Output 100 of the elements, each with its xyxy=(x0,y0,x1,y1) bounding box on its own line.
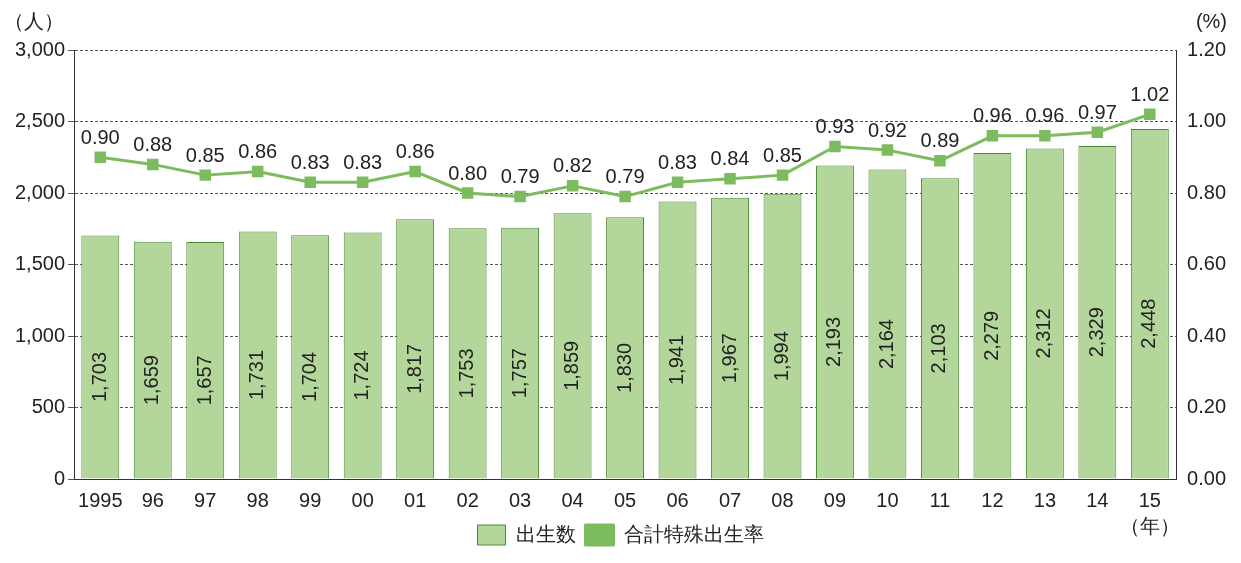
x-tick-label: 98 xyxy=(246,488,269,511)
point xyxy=(776,169,789,181)
x-axis-title: （年） xyxy=(1119,514,1180,537)
legend-label: 出生数 xyxy=(515,522,576,545)
point xyxy=(356,176,369,189)
x-tick-label: 11 xyxy=(929,488,951,511)
data-label: 0.83 xyxy=(343,150,383,173)
y2-tick-label: 0.60 xyxy=(1187,252,1227,275)
point xyxy=(724,172,736,185)
data-label: 2,193 xyxy=(822,316,845,367)
x-tick-label: 05 xyxy=(613,488,637,511)
y2-tick-label: 1.00 xyxy=(1187,109,1227,132)
point xyxy=(304,176,316,189)
point xyxy=(619,190,631,203)
data-label: 2,164 xyxy=(874,318,897,370)
point xyxy=(881,144,894,156)
data-label: 0.89 xyxy=(920,129,960,152)
y2-axis-title: (%) xyxy=(1195,9,1227,32)
y-tick-label: 3,000 xyxy=(14,37,66,60)
x-tick-label: 08 xyxy=(771,488,794,511)
x-tick-label: 07 xyxy=(718,488,742,511)
data-label: 1,704 xyxy=(297,351,320,402)
point xyxy=(1091,126,1104,138)
data-label: 1,859 xyxy=(560,340,583,391)
data-label: 0.84 xyxy=(710,147,750,170)
y2-tick-label: 1.20 xyxy=(1187,37,1227,60)
y-tick-label: 1,500 xyxy=(14,252,66,275)
point xyxy=(147,158,159,171)
data-label: 1.02 xyxy=(1130,82,1170,105)
point xyxy=(566,180,579,192)
data-label: 0.96 xyxy=(1025,104,1065,127)
x-tick-label: 1995 xyxy=(78,488,123,511)
data-label: 0.86 xyxy=(395,140,435,163)
y-axis-title: （人） xyxy=(4,9,65,32)
data-label: 1,753 xyxy=(455,348,478,399)
data-label: 1,941 xyxy=(665,334,688,385)
point xyxy=(199,169,211,181)
x-tick-label: 01 xyxy=(404,488,427,511)
data-label: 0.96 xyxy=(972,104,1012,127)
data-label: 1,817 xyxy=(402,343,425,394)
data-label: 1,724 xyxy=(350,350,373,401)
x-tick-label: 03 xyxy=(508,488,532,511)
data-label: 2,329 xyxy=(1084,307,1107,358)
point xyxy=(409,165,421,178)
data-label: 0.85 xyxy=(763,143,802,166)
x-tick-label: 09 xyxy=(823,488,847,511)
x-tick-label: 15 xyxy=(1138,488,1161,511)
x-tick-label: 10 xyxy=(876,488,899,511)
y-tick-label: 0 xyxy=(53,466,66,489)
x-tick-label: 13 xyxy=(1033,488,1057,511)
data-label: 0.90 xyxy=(80,125,120,148)
data-label: 0.79 xyxy=(500,165,540,188)
x-tick-label: 96 xyxy=(141,488,164,511)
data-label: 0.97 xyxy=(1077,100,1117,123)
data-label: 2,448 xyxy=(1137,298,1160,349)
y2-tick-label: 0.00 xyxy=(1187,466,1227,489)
data-label: 1,657 xyxy=(192,355,215,406)
x-tick-label: 02 xyxy=(456,488,479,511)
data-label: 1,967 xyxy=(717,333,740,384)
y-tick-label: 2,000 xyxy=(14,180,66,203)
data-label: 2,312 xyxy=(1032,308,1055,359)
data-label: 0.93 xyxy=(815,115,855,138)
data-label: 1,731 xyxy=(245,349,268,401)
point xyxy=(1039,130,1051,142)
data-label: 0.82 xyxy=(553,154,593,177)
data-label: 0.83 xyxy=(290,150,330,173)
y2-tick-label: 0.40 xyxy=(1187,323,1227,346)
data-label: 2,103 xyxy=(927,323,950,374)
data-label: 1,703 xyxy=(87,351,110,403)
data-label: 1,757 xyxy=(507,348,530,399)
x-tick-label: 00 xyxy=(351,488,374,511)
point xyxy=(251,165,264,178)
point xyxy=(934,155,946,167)
data-label: 2,279 xyxy=(979,310,1002,361)
data-label: 0.85 xyxy=(185,143,225,166)
x-tick-label: 99 xyxy=(299,488,322,511)
point xyxy=(461,187,474,199)
point xyxy=(671,176,684,189)
y-tick-label: 2,500 xyxy=(14,109,66,132)
x-tick-label: 14 xyxy=(1086,488,1109,511)
data-label: 0.88 xyxy=(133,132,173,155)
x-tick-label: 97 xyxy=(194,488,217,511)
data-label: 0.92 xyxy=(867,118,907,141)
data-label: 1,659 xyxy=(140,355,163,406)
point xyxy=(829,140,841,153)
x-tick-label: 12 xyxy=(981,488,1004,511)
data-label: 0.86 xyxy=(238,140,278,163)
y-tick-label: 1,000 xyxy=(14,323,66,346)
data-label: 0.83 xyxy=(658,150,698,173)
point xyxy=(94,151,107,163)
x-tick-label: 04 xyxy=(561,488,584,511)
point xyxy=(514,190,526,203)
y2-tick-label: 0.20 xyxy=(1187,395,1227,418)
data-label: 1,830 xyxy=(612,342,635,393)
point xyxy=(1144,108,1156,121)
x-tick-label: 06 xyxy=(666,488,689,511)
y-tick-label: 500 xyxy=(31,395,66,418)
point xyxy=(986,130,999,142)
legend-label: 合計特殊出生率 xyxy=(623,522,764,545)
data-label: 1,994 xyxy=(770,331,793,382)
